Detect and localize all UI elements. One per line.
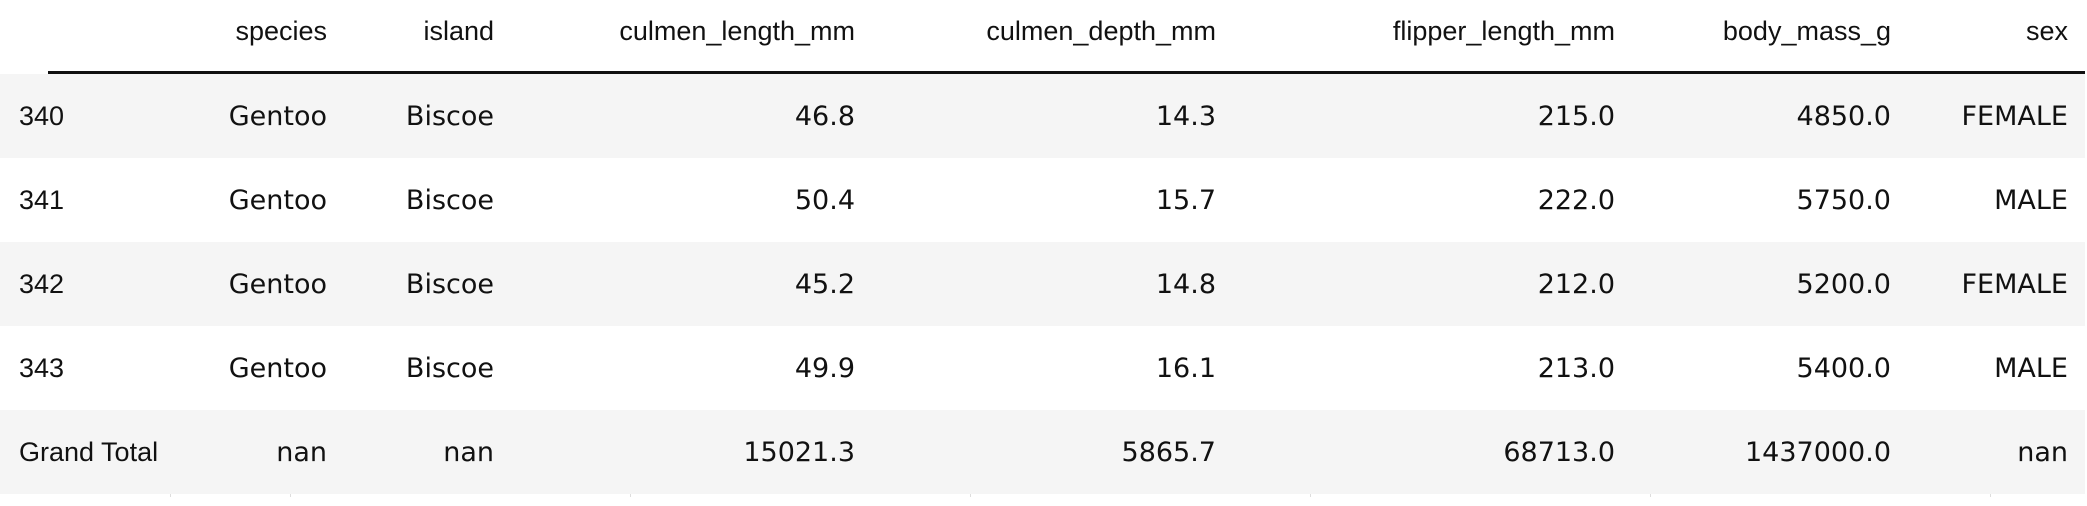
cell-species: Gentoo: [228, 184, 327, 216]
cell-culmen-depth-mm: 14.3: [1155, 100, 1216, 132]
cell-culmen-depth-mm: 15.7: [1155, 184, 1216, 216]
cell-island: Biscoe: [405, 352, 494, 384]
cell-sex: FEMALE: [1961, 268, 2068, 300]
cell-sex: MALE: [1994, 352, 2068, 384]
column-header-body-mass: body_mass_g: [1722, 15, 1891, 46]
cell-sex: nan: [2017, 436, 2068, 468]
cell-culmen-length-mm: 15021.3: [743, 436, 855, 468]
table-header: species island culmen_length_mm culmen_d…: [0, 0, 2085, 74]
cell-species: nan: [276, 436, 327, 468]
gridline-tick: [1990, 494, 1991, 497]
cell-flipper-length-mm: 222.0: [1537, 184, 1615, 216]
cell-culmen-depth-mm: 14.8: [1155, 268, 1216, 300]
cell-body-mass-g: 5200.0: [1796, 268, 1891, 300]
gridline-tick: [1310, 494, 1311, 497]
data-table: species island culmen_length_mm culmen_d…: [0, 0, 2085, 494]
header-divider: [48, 71, 2085, 74]
cell-island: Biscoe: [405, 184, 494, 216]
bottom-gridline-ticks: [0, 494, 2087, 498]
gridline-tick: [170, 494, 171, 497]
cell-index: 343: [19, 352, 65, 383]
table-row: 343 Gentoo Biscoe 49.9 16.1 213.0 5400.0 MALE: [0, 326, 2085, 410]
cell-species: Gentoo: [228, 268, 327, 300]
cell-body-mass-g: 1437000.0: [1744, 436, 1891, 468]
cell-index: 341: [19, 184, 65, 215]
column-header-flipper-length: flipper_length_mm: [1392, 15, 1615, 46]
cell-island: Biscoe: [405, 268, 494, 300]
table-body: 340 Gentoo Biscoe 46.8 14.3 215.0 4850.0 FEMALE…: [0, 74, 2085, 494]
gridline-tick: [1650, 494, 1651, 497]
cell-body-mass-g: 5750.0: [1796, 184, 1891, 216]
table-row-total: Grand Total nan nan 15021.3 5865.7 68713.0 143…: [0, 410, 2085, 494]
cell-index: 340: [19, 100, 65, 131]
cell-flipper-length-mm: 215.0: [1537, 100, 1615, 132]
gridline-tick: [970, 494, 971, 497]
cell-flipper-length-mm: 212.0: [1537, 268, 1615, 300]
cell-species: Gentoo: [228, 352, 327, 384]
cell-culmen-length-mm: 45.2: [794, 268, 855, 300]
column-header-species: species: [235, 15, 327, 46]
column-header-sex: sex: [2025, 15, 2068, 46]
cell-culmen-length-mm: 50.4: [794, 184, 855, 216]
cell-body-mass-g: 4850.0: [1796, 100, 1891, 132]
cell-culmen-length-mm: 49.9: [794, 352, 855, 384]
cell-index: 342: [19, 268, 65, 299]
gridline-tick: [630, 494, 631, 497]
cell-body-mass-g: 5400.0: [1796, 352, 1891, 384]
cell-culmen-depth-mm: 5865.7: [1121, 436, 1216, 468]
cell-sex: FEMALE: [1961, 100, 2068, 132]
gridline-tick: [290, 494, 291, 497]
table-row: 341 Gentoo Biscoe 50.4 15.7 222.0 5750.0 MALE: [0, 158, 2085, 242]
table-row: 342 Gentoo Biscoe 45.2 14.8 212.0 5200.0 FEMALE: [0, 242, 2085, 326]
cell-island: Biscoe: [405, 100, 494, 132]
cell-culmen-length-mm: 46.8: [794, 100, 855, 132]
cell-flipper-length-mm: 68713.0: [1503, 436, 1615, 468]
cell-species: Gentoo: [228, 100, 327, 132]
cell-sex: MALE: [1994, 184, 2068, 216]
column-header-culmen-length: culmen_length_mm: [619, 15, 855, 46]
column-header-culmen-depth: culmen_depth_mm: [986, 15, 1216, 46]
cell-culmen-depth-mm: 16.1: [1155, 352, 1216, 384]
cell-index: Grand Total: [19, 436, 159, 467]
header-row: species island culmen_length_mm culmen_d…: [0, 0, 2085, 74]
column-header-island: island: [423, 15, 494, 46]
column-header-index: [0, 0, 175, 74]
table-row: 340 Gentoo Biscoe 46.8 14.3 215.0 4850.0 FEMALE: [0, 74, 2085, 158]
cell-flipper-length-mm: 213.0: [1537, 352, 1615, 384]
cell-island: nan: [443, 436, 494, 468]
